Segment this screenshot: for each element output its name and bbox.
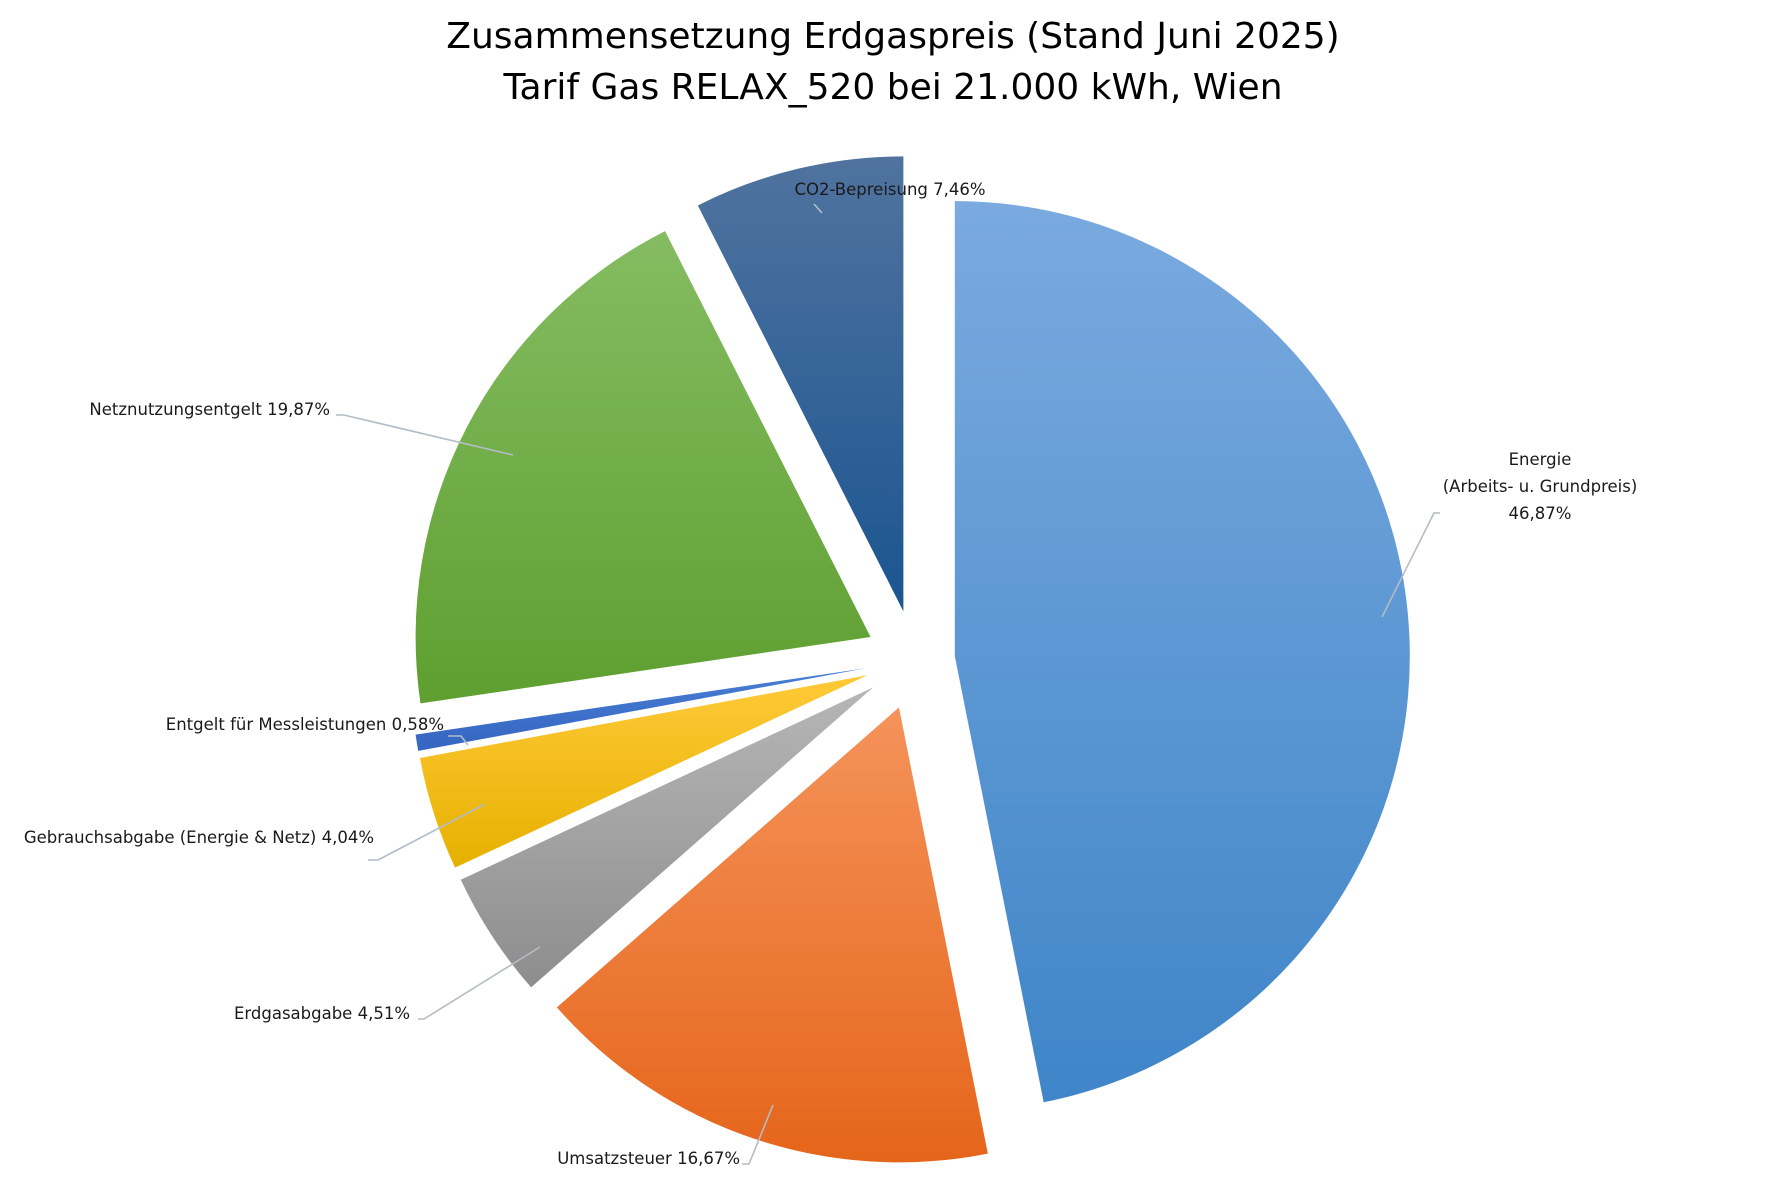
data-label-line: Erdgasabgabe 4,51% xyxy=(234,1004,410,1023)
data-label: Umsatzsteuer 16,67% xyxy=(557,1149,740,1168)
leader-line xyxy=(368,803,486,861)
data-label-line: Energie xyxy=(1509,450,1572,469)
leader-line xyxy=(742,1104,774,1165)
data-label: Energie (Arbeits- u. Grundpreis) 46,87% xyxy=(1443,450,1638,523)
data-label: CO2-Bepreisung 7,46% xyxy=(794,180,985,199)
data-label-line: Umsatzsteuer 16,67% xyxy=(557,1149,740,1168)
leader-line xyxy=(448,735,469,746)
chart-subtitle: Tarif Gas RELAX_520 bei 21.000 kWh, Wien xyxy=(502,67,1282,108)
data-label: Erdgasabgabe 4,51% xyxy=(234,1004,410,1023)
data-label-line: Netznutzungsentgelt 19,87% xyxy=(89,400,330,419)
data-label-line: 46,87% xyxy=(1509,504,1572,523)
leader-line xyxy=(1381,512,1440,618)
pie-slice-umsatzsteuer xyxy=(556,707,988,1163)
data-label-line: Gebrauchsabgabe (Energie & Netz) 4,04% xyxy=(24,828,374,847)
data-label-line: (Arbeits- u. Grundpreis) xyxy=(1443,477,1638,496)
leader-line xyxy=(418,946,541,1020)
pie-slice-co2-bepreisung xyxy=(697,156,904,612)
data-label-line: CO2-Bepreisung 7,46% xyxy=(794,180,985,199)
pie-slice-energie-arbeits-u-grundpreis xyxy=(954,201,1410,1103)
pie-slice-entgelt-f-r-messleistungen xyxy=(415,668,866,751)
leader-line xyxy=(813,203,823,214)
data-label-line: Entgelt für Messleistungen 0,58% xyxy=(166,715,444,734)
pie-slice-erdgasabgabe xyxy=(460,687,874,988)
data-label: Netznutzungsentgelt 19,87% xyxy=(89,400,330,419)
data-label: Gebrauchsabgabe (Energie & Netz) 4,04% xyxy=(24,828,374,847)
data-label: Entgelt für Messleistungen 0,58% xyxy=(166,715,444,734)
pie-slice-netznutzungsentgelt xyxy=(415,231,871,704)
pie-slice-gebrauchsabgabe-energie-netz xyxy=(419,675,868,868)
chart-title: Zusammensetzung Erdgaspreis (Stand Juni … xyxy=(446,16,1339,57)
leader-line xyxy=(336,414,514,456)
